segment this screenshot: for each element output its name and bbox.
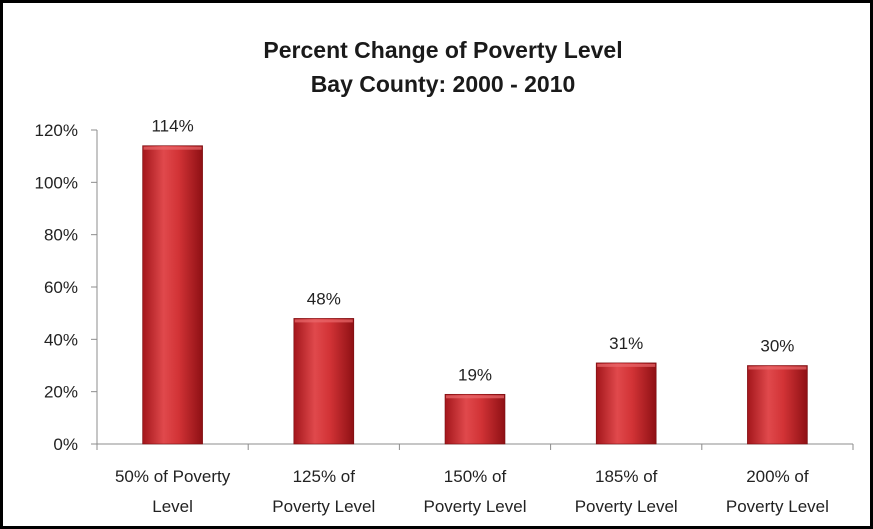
y-tick-label: 60% (44, 278, 78, 297)
bar (444, 393, 506, 445)
chart-title-line-2: Bay County: 2000 - 2010 (311, 71, 576, 97)
category-label: Poverty Level (424, 497, 527, 516)
y-tick-label: 40% (44, 330, 78, 349)
category-label: 125% of (293, 467, 356, 486)
bar-highlight (597, 363, 656, 367)
category-label: 50% of Poverty (115, 467, 231, 486)
data-label: 19% (458, 365, 492, 384)
bars (142, 145, 808, 445)
y-tick-label: 80% (44, 226, 78, 245)
bar (747, 365, 808, 445)
category-label: Level (152, 497, 193, 516)
x-axis (96, 443, 854, 450)
bar-highlight (294, 319, 353, 323)
category-label: 150% of (444, 467, 507, 486)
data-label: 31% (609, 334, 643, 353)
y-axis: 0% 20% 40% 60% 80% 100% 120% (35, 121, 98, 454)
data-label: 114% (151, 117, 193, 136)
bar (293, 318, 355, 445)
chart-title-line-1: Percent Change of Poverty Level (263, 37, 622, 63)
bar-highlight (748, 366, 807, 370)
category-labels: 50% of Poverty Level 125% of Poverty Level 1… (115, 467, 829, 516)
bar-highlight (143, 146, 202, 150)
data-label: 48% (307, 289, 341, 308)
category-label: 200% of (746, 467, 809, 486)
category-label: Poverty Level (272, 497, 375, 516)
bar (595, 362, 657, 445)
category-label: 185% of (595, 467, 658, 486)
bar (142, 145, 203, 445)
y-tick-label: 0% (53, 435, 78, 454)
data-label: 30% (760, 337, 794, 356)
y-tick-label: 120% (35, 121, 78, 140)
category-label: Poverty Level (726, 497, 829, 516)
y-tick-label: 100% (35, 173, 78, 192)
category-label: Poverty Level (575, 497, 678, 516)
bar-highlight (446, 395, 504, 399)
data-labels: 114% 48% 19% 31% 30% (151, 117, 794, 385)
y-tick-label: 20% (44, 383, 78, 402)
